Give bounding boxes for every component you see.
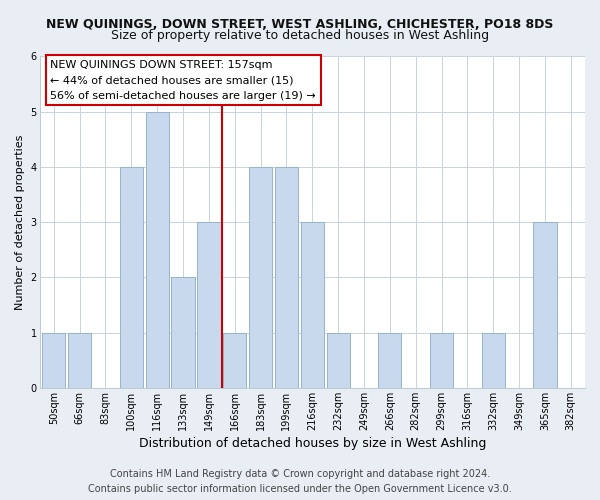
Bar <box>223 332 247 388</box>
X-axis label: Distribution of detached houses by size in West Ashling: Distribution of detached houses by size … <box>139 437 486 450</box>
Bar <box>430 332 453 388</box>
Bar <box>301 222 324 388</box>
Text: Contains HM Land Registry data © Crown copyright and database right 2024.
Contai: Contains HM Land Registry data © Crown c… <box>88 469 512 494</box>
Bar <box>378 332 401 388</box>
Text: NEW QUININGS, DOWN STREET, WEST ASHLING, CHICHESTER, PO18 8DS: NEW QUININGS, DOWN STREET, WEST ASHLING,… <box>46 18 554 30</box>
Bar <box>249 167 272 388</box>
Bar <box>146 112 169 388</box>
Bar <box>197 222 221 388</box>
Text: NEW QUININGS DOWN STREET: 157sqm
← 44% of detached houses are smaller (15)
56% o: NEW QUININGS DOWN STREET: 157sqm ← 44% o… <box>50 60 316 101</box>
Bar <box>533 222 557 388</box>
Bar <box>42 332 65 388</box>
Bar <box>68 332 91 388</box>
Bar <box>482 332 505 388</box>
Bar <box>172 278 194 388</box>
Bar <box>120 167 143 388</box>
Y-axis label: Number of detached properties: Number of detached properties <box>15 134 25 310</box>
Bar <box>275 167 298 388</box>
Bar <box>326 332 350 388</box>
Text: Size of property relative to detached houses in West Ashling: Size of property relative to detached ho… <box>111 29 489 42</box>
